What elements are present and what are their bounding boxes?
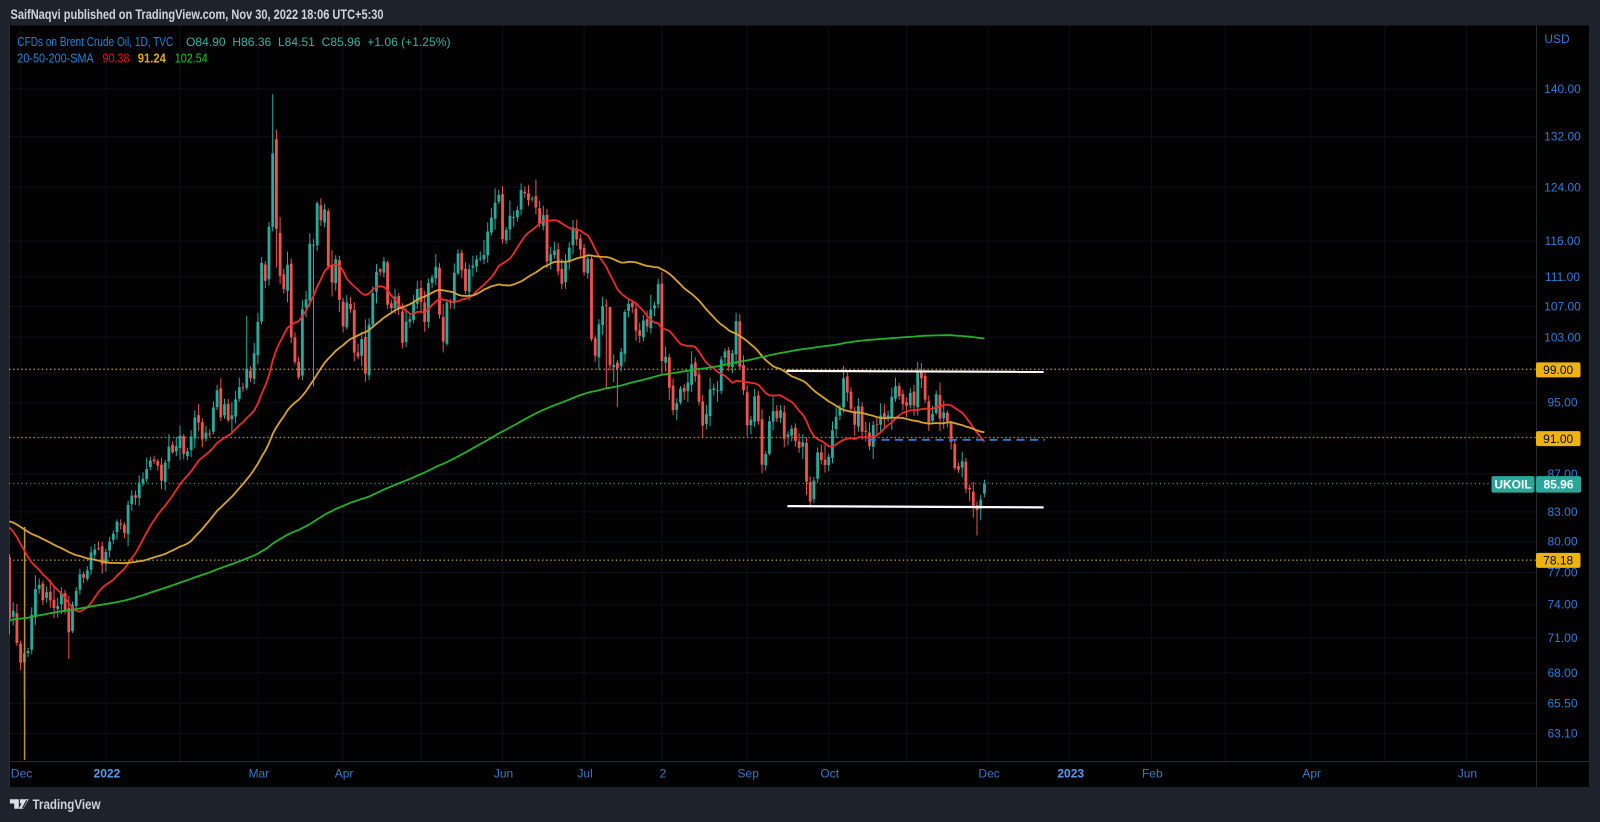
svg-text:83.00: 83.00: [1547, 505, 1577, 519]
svg-text:Dec: Dec: [978, 767, 999, 781]
svg-text:78.18: 78.18: [1543, 554, 1573, 568]
svg-text:124.00: 124.00: [1544, 180, 1581, 194]
svg-text:2: 2: [660, 767, 667, 781]
svg-text:USD: USD: [1544, 32, 1570, 46]
svg-text:80.00: 80.00: [1547, 535, 1577, 549]
svg-text:2023: 2023: [1057, 767, 1084, 781]
svg-text:107.00: 107.00: [1544, 300, 1581, 314]
svg-text:74.00: 74.00: [1547, 598, 1577, 612]
svg-text:102.54: 102.54: [175, 52, 208, 66]
svg-text:68.00: 68.00: [1547, 666, 1577, 680]
svg-text:77.00: 77.00: [1547, 566, 1577, 580]
svg-text:65.50: 65.50: [1547, 696, 1577, 710]
svg-text:TradingView: TradingView: [33, 796, 101, 812]
svg-text:91.00: 91.00: [1543, 432, 1573, 446]
svg-text:20-50-200-SMA: 20-50-200-SMA: [17, 52, 94, 66]
svg-text:CFDs on Brent Crude Oil, 1D, T: CFDs on Brent Crude Oil, 1D, TVC: [17, 35, 173, 49]
svg-text:Apr: Apr: [335, 767, 354, 781]
svg-text:2022: 2022: [94, 767, 121, 781]
svg-text:Feb: Feb: [1142, 767, 1163, 781]
svg-text:Apr: Apr: [1302, 767, 1321, 781]
svg-text:Sep: Sep: [738, 767, 760, 781]
svg-text:Jul: Jul: [577, 767, 592, 781]
svg-text:95.00: 95.00: [1547, 396, 1577, 410]
svg-text:103.00: 103.00: [1544, 330, 1581, 344]
svg-text:SaifNaqvi published on Trading: SaifNaqvi published on TradingView.com, …: [11, 7, 384, 22]
svg-text:Jun: Jun: [494, 767, 513, 781]
svg-text:63.10: 63.10: [1547, 727, 1577, 741]
svg-text:91.24: 91.24: [138, 52, 166, 66]
svg-text:111.00: 111.00: [1545, 270, 1580, 284]
svg-text:99.00: 99.00: [1543, 363, 1573, 377]
svg-text:140.00: 140.00: [1544, 82, 1581, 96]
svg-text:116.00: 116.00: [1545, 234, 1581, 248]
svg-text:71.00: 71.00: [1547, 631, 1577, 645]
svg-text:85.96: 85.96: [1543, 478, 1573, 492]
svg-text:UKOIL: UKOIL: [1494, 478, 1531, 492]
svg-text:Oct: Oct: [820, 767, 839, 781]
svg-text:90.38: 90.38: [103, 52, 130, 66]
svg-text:Mar: Mar: [249, 767, 270, 781]
svg-text:132.00: 132.00: [1544, 130, 1581, 144]
svg-text:Jun: Jun: [1458, 767, 1477, 781]
svg-text:O84.90 H86.36 L84.51 C85.96: O84.90 H86.36 L84.51 C85.96 +1.06 (+1.25…: [186, 35, 451, 49]
svg-text:Dec: Dec: [11, 767, 32, 781]
